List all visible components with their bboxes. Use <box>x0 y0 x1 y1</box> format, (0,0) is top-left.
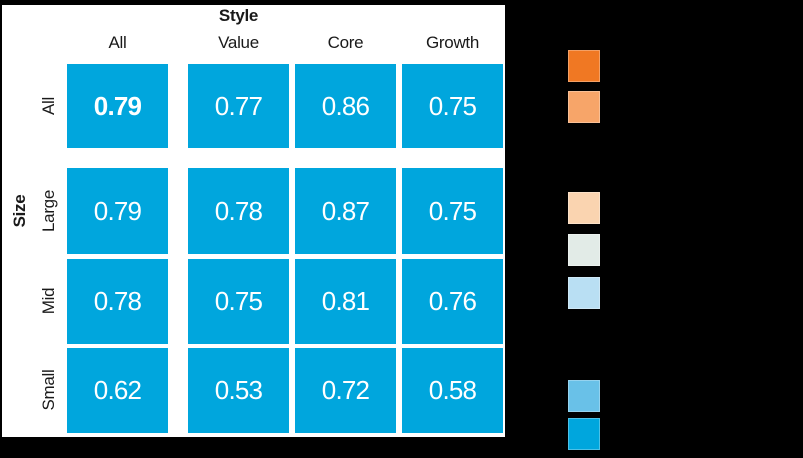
cell-large-value: 0.78 <box>188 168 289 254</box>
legend-swatch-strong-orange <box>568 50 600 82</box>
cell-value: 0.58 <box>428 375 477 405</box>
cell-value: 0.75 <box>428 90 477 121</box>
cell-mid-core: 0.81 <box>295 259 396 344</box>
cell-value: 0.86 <box>321 90 370 121</box>
row-label-all: All <box>39 97 58 115</box>
cell-small-core: 0.72 <box>295 348 396 433</box>
cell-value: 0.75 <box>428 195 477 226</box>
cell-large-growth: 0.75 <box>402 168 503 254</box>
cell-mid-value: 0.75 <box>188 259 289 344</box>
legend-swatch-medium-orange <box>568 91 600 123</box>
legend-swatch-pale-blue <box>568 277 600 309</box>
cell-all-core: 0.86 <box>295 64 396 148</box>
cell-mid-all: 0.78 <box>67 259 168 344</box>
cell-value: 0.78 <box>214 195 263 226</box>
cell-value: 0.79 <box>93 90 142 121</box>
row-label-large: Large <box>39 190 58 232</box>
cell-all-all: 0.79 <box>67 64 168 148</box>
size-axis-title: Size <box>10 194 29 228</box>
cell-value: 0.62 <box>93 375 142 405</box>
cell-value: 0.87 <box>321 195 370 226</box>
cell-large-all: 0.79 <box>67 168 168 254</box>
style-axis-title: Style <box>218 6 259 25</box>
cell-value: 0.75 <box>214 286 263 316</box>
legend-swatch-sky-blue <box>568 380 600 412</box>
cell-all-growth: 0.75 <box>402 64 503 148</box>
column-header-value: Value <box>218 33 259 52</box>
cell-all-value: 0.77 <box>188 64 289 148</box>
legend-swatch-pale-peach <box>568 192 600 224</box>
row-label-small: Small <box>39 369 58 411</box>
legend-swatch-strong-blue <box>568 418 600 450</box>
column-header-all: All <box>108 33 127 52</box>
legend-swatch-pale-gray <box>568 234 600 266</box>
cell-small-value: 0.53 <box>188 348 289 433</box>
cell-value: 0.78 <box>93 286 142 316</box>
cell-value: 0.79 <box>93 195 142 226</box>
cell-small-all: 0.62 <box>67 348 168 433</box>
cell-value: 0.77 <box>214 90 263 121</box>
cell-small-growth: 0.58 <box>402 348 503 433</box>
row-label-mid: Mid <box>39 287 58 315</box>
cell-mid-growth: 0.76 <box>402 259 503 344</box>
cell-value: 0.76 <box>428 286 477 316</box>
column-header-core: Core <box>327 33 364 52</box>
cell-value: 0.81 <box>321 286 370 316</box>
cell-value: 0.72 <box>321 375 370 405</box>
cell-value: 0.53 <box>214 375 263 405</box>
column-header-growth: Growth <box>426 33 479 52</box>
cell-large-core: 0.87 <box>295 168 396 254</box>
